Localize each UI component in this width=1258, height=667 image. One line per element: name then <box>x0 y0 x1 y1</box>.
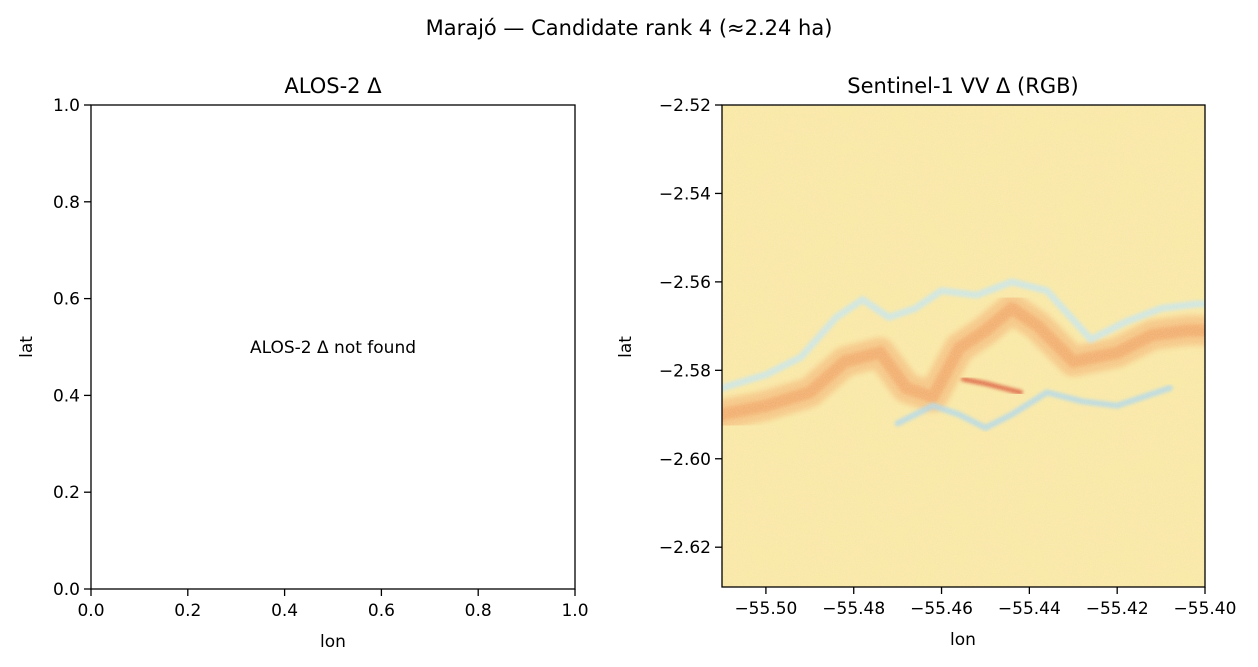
alos2-x-tick-label: 0.2 <box>174 601 201 621</box>
alos2-plot-area <box>91 105 575 589</box>
alos2-y-tick-label: 0.8 <box>53 193 80 213</box>
sentinel1-x-tick-label: −55.48 <box>822 599 885 619</box>
alos2-x-tick-label: 0.6 <box>368 601 395 621</box>
alos2-y-tick-label: 0.6 <box>53 290 80 310</box>
sentinel1-y-tick-label: −2.62 <box>659 538 711 558</box>
alos2-x-tick-label: 0.4 <box>271 601 298 621</box>
sentinel1-ticks: −55.50 −55.48 −55.46 −55.44 −55.42 −55.40 −2.5… <box>659 96 1237 619</box>
sentinel1-x-tick-label: −55.46 <box>910 599 973 619</box>
sentinel1-title: Sentinel-1 VV Δ (RGB) <box>847 74 1078 98</box>
alos2-y-tick-label: 0.0 <box>53 580 80 600</box>
sentinel1-x-tick-label: −55.44 <box>998 599 1061 619</box>
alos2-missing-message: ALOS-2 Δ not found <box>250 338 416 358</box>
alos2-y-axis-label: lat <box>17 336 37 358</box>
sentinel1-y-axis-label: lat <box>616 336 636 358</box>
figure-title: Marajó — Candidate rank 4 (≈2.24 ha) <box>426 16 833 40</box>
alos2-y-tick-label: 0.4 <box>53 386 80 406</box>
alos2-title: ALOS-2 Δ <box>284 74 382 98</box>
sentinel1-frame <box>721 104 1206 588</box>
alos2-axes: ALOS-2 Δ 0.0 0.2 0.4 0.6 0.8 1.00.00.20.40.60… <box>17 74 589 652</box>
alos2-x-tick-label: 0.0 <box>77 601 104 621</box>
alos2-y-tick-label: 1.0 <box>53 96 80 116</box>
alos2-y-tick-label: 0.2 <box>53 483 80 503</box>
heatmap-speckle <box>722 105 1205 587</box>
alos2-frame <box>90 104 576 590</box>
sentinel1-x-tick-label: −55.50 <box>734 599 797 619</box>
sentinel1-x-axis-label: lon <box>950 630 976 650</box>
sentinel1-y-tick-label: −2.58 <box>659 361 711 381</box>
alos2-x-tick-label: 1.0 <box>561 601 588 621</box>
alos2-x-axis-label: lon <box>320 632 346 652</box>
sentinel1-heatmap <box>722 105 1205 587</box>
sentinel1-x-tick-label: −55.42 <box>1086 599 1149 619</box>
alos2-x-tick-label: 0.8 <box>465 601 492 621</box>
sentinel1-y-tick-label: −2.52 <box>659 96 711 116</box>
sentinel1-axes: Sentinel-1 VV Δ (RGB) −55.50 −55.48 −55.46… <box>616 74 1236 650</box>
sentinel1-y-tick-label: −2.60 <box>659 450 711 470</box>
sentinel1-x-tick-label: −55.40 <box>1174 599 1237 619</box>
alos2-ticks: 0.0 0.2 0.4 0.6 0.8 1.0 0.0 0.2 0.4 0.6 0.8 1.0 <box>53 96 589 621</box>
sentinel1-y-tick-label: −2.54 <box>659 184 711 204</box>
sentinel1-y-tick-label: −2.56 <box>659 273 711 293</box>
